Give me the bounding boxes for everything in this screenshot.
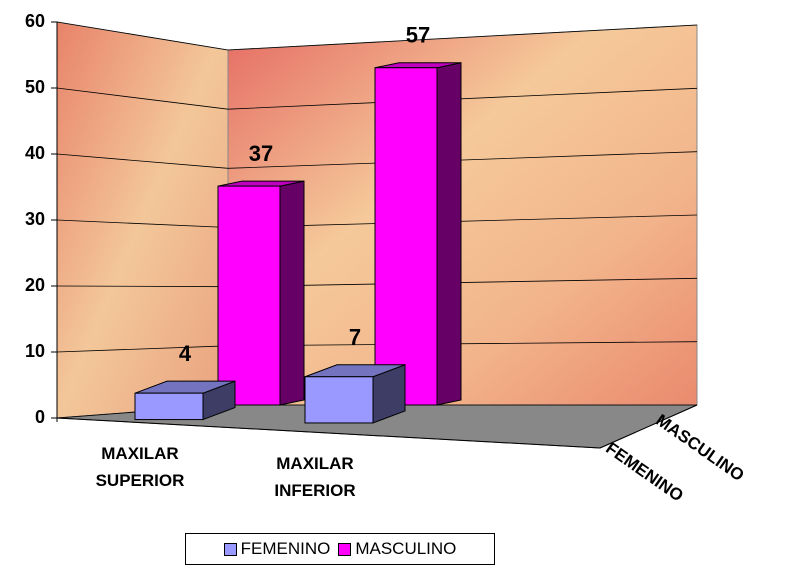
left-wall: [57, 22, 228, 418]
legend-label: FEMENINO: [241, 539, 331, 558]
value-label: 7: [349, 325, 361, 350]
bar: 57: [375, 23, 461, 405]
depth-label: MASCULINO: [652, 410, 747, 485]
bar-front: [135, 393, 203, 419]
y-tick-label: 30: [25, 209, 45, 229]
page: 375747 FEMENINO MASCULINO 0102030405060 …: [0, 0, 799, 569]
bar-side: [437, 63, 461, 405]
bar-front: [375, 68, 437, 405]
legend: FEMENINO MASCULINO: [185, 533, 495, 565]
value-label: 4: [179, 341, 192, 366]
bar-side: [280, 181, 304, 405]
legend-swatch: [338, 543, 351, 556]
value-label: 37: [249, 141, 273, 166]
legend-item: FEMENINO: [224, 539, 331, 559]
y-tick-label: 50: [25, 77, 45, 97]
legend-label: MASCULINO: [355, 539, 456, 558]
x-tick-label: MAXILAR INFERIOR: [250, 450, 380, 504]
bar-front: [305, 377, 373, 423]
y-tick-label: 40: [25, 143, 45, 163]
legend-swatch: [224, 543, 237, 556]
value-label: 57: [406, 23, 430, 48]
y-tick-label: 60: [25, 11, 45, 31]
y-tick-label: 20: [25, 275, 45, 295]
bar-front: [218, 186, 280, 405]
y-tick-label: 10: [25, 341, 45, 361]
x-tick-label: MAXILAR SUPERIOR: [75, 440, 205, 494]
depth-label: FEMENINO: [602, 438, 686, 505]
legend-item: MASCULINO: [338, 539, 456, 559]
y-tick-label: 0: [35, 407, 45, 427]
